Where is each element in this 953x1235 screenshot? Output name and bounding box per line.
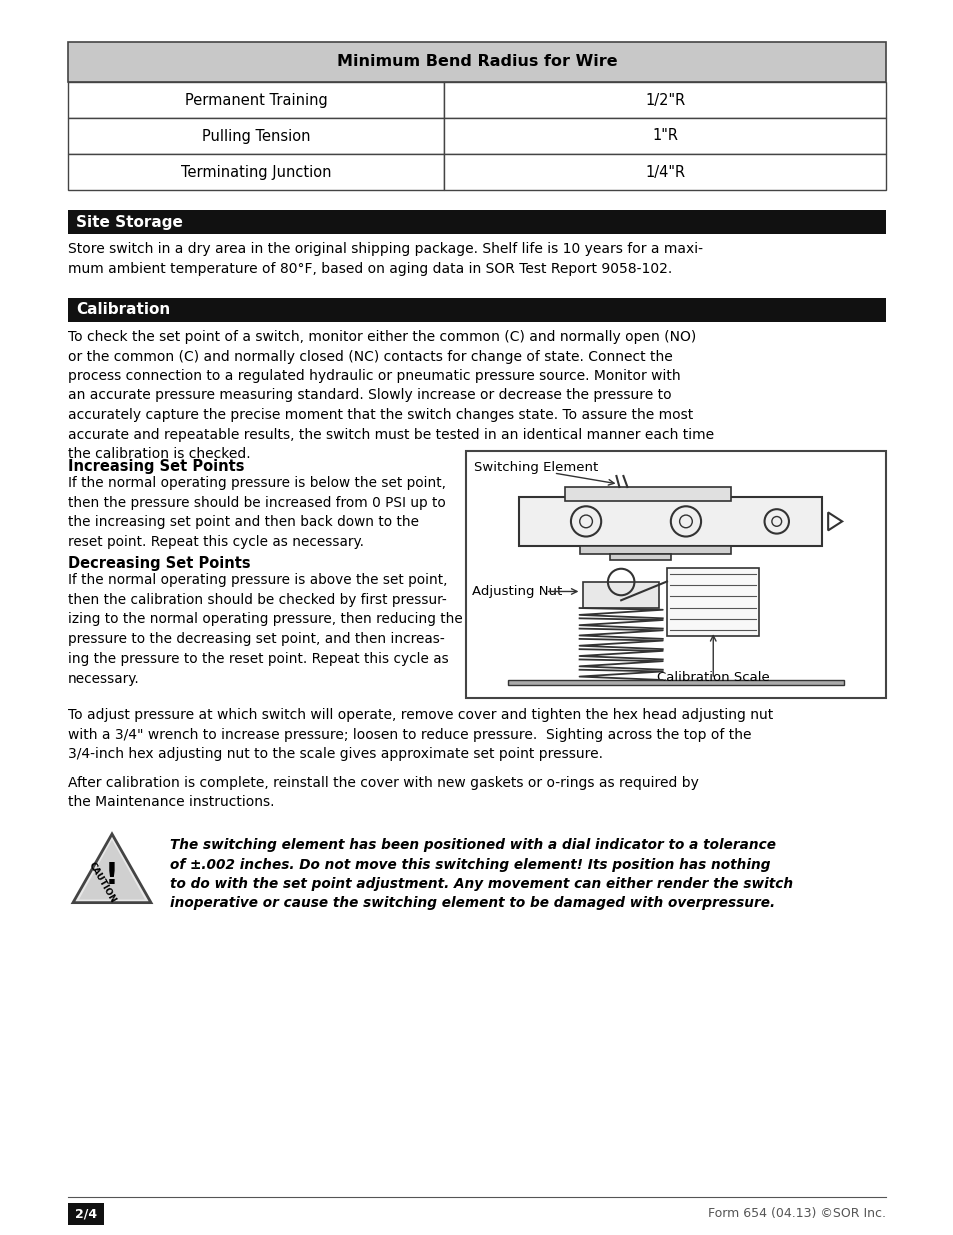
Text: Pulling Tension: Pulling Tension bbox=[202, 128, 310, 143]
Bar bbox=[68, 82, 444, 119]
Text: If the normal operating pressure is below the set point,
then the pressure shoul: If the normal operating pressure is belo… bbox=[68, 475, 446, 550]
Text: Adjusting Nut: Adjusting Nut bbox=[471, 585, 561, 598]
Bar bbox=[444, 119, 885, 154]
Text: To check the set point of a switch, monitor either the common (C) and normally o: To check the set point of a switch, moni… bbox=[68, 330, 714, 461]
Text: Increasing Set Points: Increasing Set Points bbox=[68, 459, 244, 474]
Bar bbox=[582, 582, 659, 608]
Bar bbox=[68, 154, 444, 190]
Text: Minimum Bend Radius for Wire: Minimum Bend Radius for Wire bbox=[336, 54, 617, 69]
Text: CAUTION: CAUTION bbox=[87, 861, 117, 904]
Text: The switching element has been positioned with a dial indicator to a tolerance
o: The switching element has been positione… bbox=[170, 839, 792, 910]
Bar bbox=[610, 553, 670, 559]
Bar bbox=[68, 210, 885, 233]
Bar bbox=[68, 42, 885, 82]
Bar bbox=[519, 496, 821, 546]
Text: !: ! bbox=[105, 861, 119, 890]
Text: Decreasing Set Points: Decreasing Set Points bbox=[68, 556, 251, 571]
Polygon shape bbox=[73, 834, 151, 903]
Text: Store switch in a dry area in the original shipping package. Shelf life is 10 ye: Store switch in a dry area in the origin… bbox=[68, 242, 702, 275]
Text: Calibration Scale: Calibration Scale bbox=[657, 671, 769, 684]
Text: To adjust pressure at which switch will operate, remove cover and tighten the he: To adjust pressure at which switch will … bbox=[68, 708, 773, 761]
Bar bbox=[666, 568, 759, 636]
Text: Terminating Junction: Terminating Junction bbox=[181, 164, 331, 179]
Polygon shape bbox=[79, 840, 145, 899]
Text: If the normal operating pressure is above the set point,
then the calibration sh: If the normal operating pressure is abov… bbox=[68, 573, 462, 685]
Text: Site Storage: Site Storage bbox=[76, 215, 183, 230]
Text: Form 654 (04.13) ©SOR Inc.: Form 654 (04.13) ©SOR Inc. bbox=[707, 1208, 885, 1220]
Bar bbox=[68, 298, 885, 322]
Text: 1/2"R: 1/2"R bbox=[644, 93, 684, 107]
Text: 1/4"R: 1/4"R bbox=[644, 164, 684, 179]
Text: Calibration: Calibration bbox=[76, 303, 170, 317]
Bar bbox=[465, 451, 885, 698]
Bar bbox=[444, 154, 885, 190]
Bar bbox=[507, 680, 843, 685]
Text: 2/4: 2/4 bbox=[75, 1208, 97, 1220]
Bar bbox=[68, 119, 444, 154]
Bar bbox=[68, 1203, 104, 1225]
Text: Permanent Training: Permanent Training bbox=[185, 93, 327, 107]
Bar bbox=[579, 546, 731, 553]
Text: 1"R: 1"R bbox=[652, 128, 678, 143]
Bar bbox=[564, 487, 731, 501]
Bar bbox=[444, 82, 885, 119]
Text: After calibration is complete, reinstall the cover with new gaskets or o-rings a: After calibration is complete, reinstall… bbox=[68, 776, 699, 809]
Text: Switching Element: Switching Element bbox=[473, 461, 598, 474]
